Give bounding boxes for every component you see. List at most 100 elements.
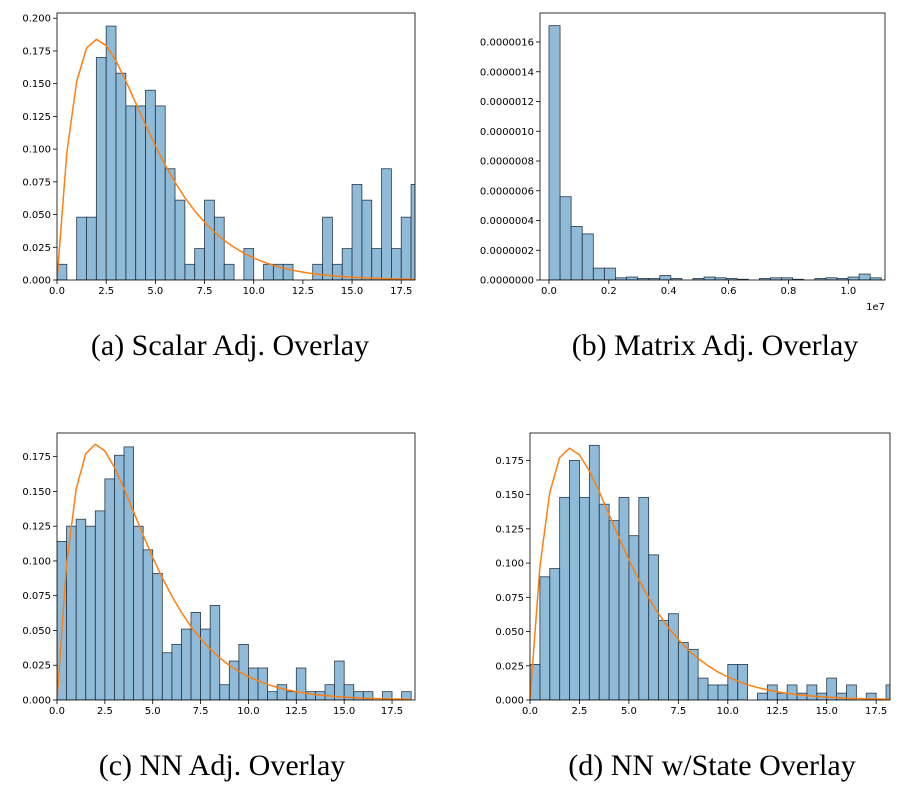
bar bbox=[847, 276, 860, 280]
bar bbox=[588, 444, 600, 700]
axes-frame bbox=[529, 432, 891, 701]
axes-frame bbox=[539, 12, 886, 281]
bar bbox=[581, 233, 594, 280]
panel: 0.0 0.2 0.4 0.6 0.8 1.0 0.0000000 0.0000002 0.00… bbox=[480, 12, 886, 362]
x-tick-label: 7.5 bbox=[670, 706, 686, 717]
y-tick-label: 0.0000010 bbox=[480, 127, 534, 138]
y-tick-label: 0.050 bbox=[22, 626, 51, 637]
y-tick-label: 0.025 bbox=[22, 243, 51, 254]
bar bbox=[608, 520, 620, 700]
bar bbox=[171, 643, 182, 700]
bar bbox=[94, 510, 106, 700]
x-tick-label: 5.0 bbox=[145, 706, 161, 717]
bar bbox=[865, 692, 877, 700]
bar bbox=[219, 684, 230, 700]
y-tick-label: 0.000 bbox=[495, 696, 524, 707]
bar bbox=[559, 196, 572, 280]
y-tick-label: 0.000 bbox=[22, 276, 51, 287]
bar bbox=[351, 184, 363, 280]
fit-curve bbox=[57, 38, 415, 280]
bar bbox=[539, 576, 551, 700]
bar bbox=[659, 275, 672, 280]
plot-area bbox=[57, 443, 412, 700]
bar bbox=[341, 248, 353, 280]
bar bbox=[776, 692, 788, 700]
caption: (d) NN w/State Overlay bbox=[568, 749, 855, 782]
x-tick-label: 0.4 bbox=[661, 286, 677, 297]
x-tick-label: 5.0 bbox=[147, 286, 163, 297]
bar bbox=[105, 25, 117, 280]
plot-area bbox=[57, 25, 415, 280]
bar bbox=[401, 691, 412, 700]
bar bbox=[248, 667, 259, 700]
fit-curve bbox=[530, 447, 890, 700]
bar bbox=[204, 199, 215, 280]
bar bbox=[324, 684, 335, 700]
bar bbox=[548, 25, 561, 280]
bar bbox=[757, 692, 768, 700]
bar bbox=[598, 503, 610, 700]
bar bbox=[85, 525, 96, 700]
bar bbox=[312, 263, 323, 280]
y-tick-label: 0.100 bbox=[22, 145, 51, 156]
bar bbox=[125, 105, 137, 280]
bar bbox=[697, 677, 709, 700]
y-tick-label: 0.175 bbox=[495, 456, 524, 467]
y-tick-label: 0.050 bbox=[495, 627, 524, 638]
x-tick-label: 12.5 bbox=[766, 706, 788, 717]
bar bbox=[570, 226, 583, 280]
x-tick-label: 10.0 bbox=[237, 706, 259, 717]
bar bbox=[670, 278, 683, 280]
x-tick-label: 17.5 bbox=[381, 706, 403, 717]
x-tick-label: 0.6 bbox=[721, 286, 737, 297]
bar bbox=[648, 554, 659, 700]
bar bbox=[322, 216, 333, 280]
bar bbox=[638, 496, 650, 700]
bar bbox=[135, 105, 146, 280]
y-tick-label: 0.0000006 bbox=[480, 186, 534, 197]
bar bbox=[243, 248, 255, 280]
caption: (c) NN Adj. Overlay bbox=[99, 749, 346, 782]
x-tick-label: 17.5 bbox=[865, 706, 887, 717]
bar bbox=[154, 105, 166, 280]
y-tick-label: 0.000 bbox=[22, 696, 51, 707]
y-tick-label: 0.0000000 bbox=[480, 276, 534, 287]
plot-area bbox=[548, 25, 882, 280]
bar bbox=[295, 667, 307, 700]
bar bbox=[152, 573, 163, 700]
y-tick-label: 0.175 bbox=[22, 46, 51, 57]
y-tick-label: 0.150 bbox=[495, 490, 524, 501]
bar bbox=[559, 496, 570, 700]
bar bbox=[592, 267, 605, 280]
x-tick-label: 2.5 bbox=[571, 706, 587, 717]
bar bbox=[181, 628, 192, 700]
x-tick-label: 15.0 bbox=[341, 286, 363, 297]
x-tick-label: 12.5 bbox=[285, 706, 307, 717]
x-tick-label: 0.0 bbox=[541, 286, 557, 297]
bar bbox=[104, 478, 115, 700]
panel: 0.0 2.5 5.0 7.5 10.0 12.5 15.0 17.5 0.000 0.025 0.… bbox=[22, 432, 416, 782]
bar bbox=[184, 263, 196, 280]
bar bbox=[885, 684, 890, 700]
axes-frame bbox=[56, 432, 416, 701]
x-tick-label: 10.0 bbox=[717, 706, 739, 717]
bar bbox=[371, 248, 382, 280]
x-tick-label: 2.5 bbox=[97, 706, 113, 717]
y-tick-label: 0.025 bbox=[495, 661, 524, 672]
y-tick-label: 0.075 bbox=[22, 591, 51, 602]
bar bbox=[806, 684, 818, 700]
x-tick-label: 15.0 bbox=[333, 706, 355, 717]
x-tick-label: 0.8 bbox=[781, 286, 797, 297]
caption: (b) Matrix Adj. Overlay bbox=[572, 329, 859, 362]
plot-area bbox=[530, 444, 890, 700]
x-tick-label: 1.0 bbox=[840, 286, 856, 297]
y-tick-label: 0.125 bbox=[495, 524, 524, 535]
bar bbox=[703, 276, 716, 280]
bar bbox=[677, 642, 689, 700]
y-tick-label: 0.100 bbox=[495, 559, 524, 570]
bar bbox=[846, 684, 857, 700]
y-tick-label: 0.200 bbox=[22, 14, 51, 25]
bar bbox=[174, 199, 186, 280]
